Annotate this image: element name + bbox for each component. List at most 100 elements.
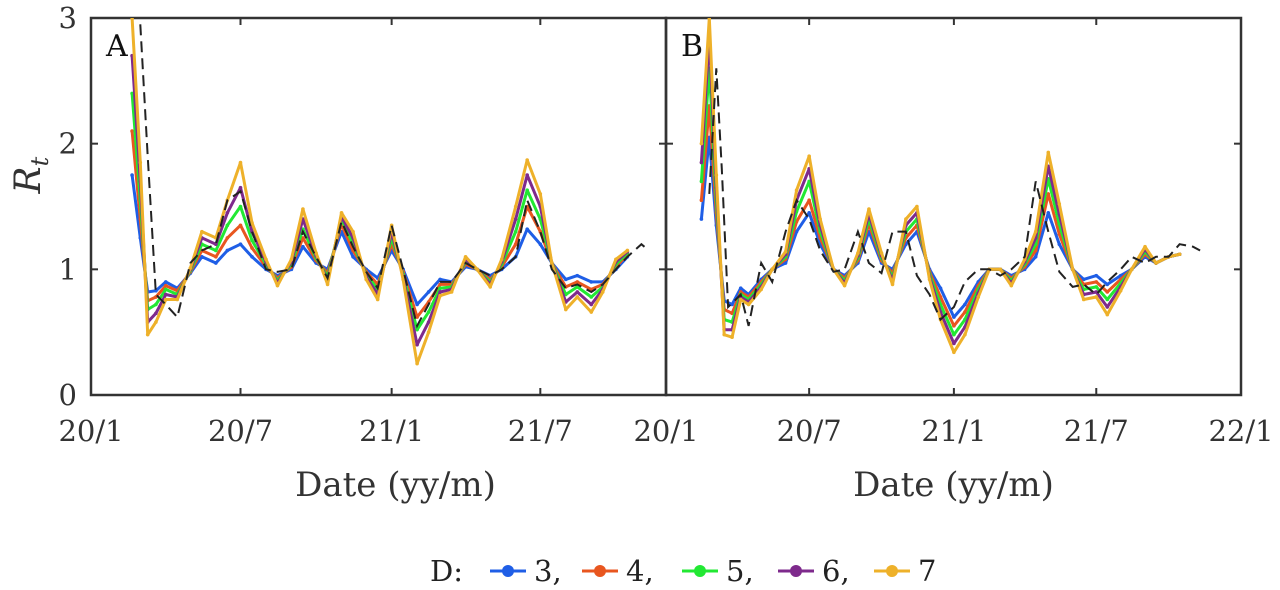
- data-point: [301, 227, 305, 231]
- data-point: [722, 332, 727, 337]
- data-point: [699, 198, 704, 203]
- data-point: [250, 254, 254, 259]
- data-point: [200, 229, 204, 234]
- plot-frame: [664, 16, 1243, 397]
- data-point: [289, 257, 294, 262]
- data-point: [200, 254, 204, 259]
- data-point: [325, 282, 330, 287]
- data-point: [525, 158, 529, 162]
- data-point: [1046, 210, 1051, 215]
- legend-swatch-marker: [886, 565, 898, 577]
- data-point: [145, 332, 150, 337]
- x-tick-label: 21/7: [508, 414, 573, 448]
- data-point: [138, 160, 143, 165]
- data-point: [214, 242, 218, 246]
- data-point: [759, 287, 763, 292]
- data-point: [525, 188, 529, 192]
- data-point: [714, 173, 719, 177]
- data-point: [238, 242, 243, 246]
- data-point: [513, 242, 518, 246]
- data-point: [154, 320, 158, 324]
- data-point: [867, 207, 871, 211]
- x-axis-label: Date (yy/m): [295, 465, 496, 505]
- data-point: [794, 229, 799, 234]
- data-point: [998, 267, 1003, 272]
- data-point: [890, 282, 895, 287]
- data-point: [952, 315, 956, 319]
- data-point: [976, 295, 981, 299]
- data-point: [699, 160, 704, 165]
- data-point: [938, 286, 943, 290]
- data-point: [154, 311, 158, 316]
- data-point: [738, 290, 743, 294]
- legend-item: 5,: [682, 554, 754, 588]
- data-point: [1033, 229, 1038, 234]
- data-point: [538, 242, 543, 246]
- data-point: [163, 297, 168, 302]
- data-point: [438, 277, 442, 282]
- data-point: [794, 188, 799, 192]
- data-point: [963, 317, 967, 322]
- data-point: [600, 290, 605, 294]
- x-tick-label: 21/1: [359, 414, 424, 448]
- data-point: [575, 290, 580, 294]
- data-point: [264, 257, 268, 262]
- data-point: [699, 217, 704, 221]
- data-point: [415, 302, 419, 307]
- data-point: [783, 249, 788, 254]
- legend-item: 6,: [778, 554, 850, 588]
- data-point: [614, 257, 618, 262]
- data-point: [238, 185, 243, 190]
- data-point: [1094, 280, 1099, 284]
- data-point: [1057, 242, 1062, 246]
- data-point: [783, 261, 788, 265]
- data-point: [214, 248, 218, 253]
- data-point: [1081, 277, 1086, 282]
- data-point: [1094, 295, 1099, 299]
- data-point: [375, 297, 380, 302]
- data-point: [214, 254, 218, 259]
- data-point: [339, 210, 344, 215]
- data-point: [1105, 282, 1110, 287]
- data-point: [225, 210, 230, 215]
- data-point: [475, 267, 479, 272]
- data-point: [927, 277, 932, 282]
- data-point: [1033, 248, 1038, 253]
- data-point: [130, 91, 134, 96]
- legend-item: 3,: [490, 554, 562, 588]
- legend-item: 7: [874, 554, 936, 588]
- data-point: [513, 217, 518, 221]
- series-line-7: [130, 18, 629, 366]
- data-point: [1081, 297, 1086, 302]
- data-point: [730, 302, 734, 307]
- data-point: [426, 310, 431, 314]
- data-point: [225, 223, 230, 228]
- data-point: [1118, 288, 1123, 293]
- data-point: [438, 286, 442, 290]
- panel-b: 20/1 20/7 21/1 21/7 22/1 B Date (yy/m): [633, 16, 1274, 505]
- data-point: [1143, 244, 1147, 249]
- data-point: [130, 18, 134, 20]
- y-tick-label: 2: [59, 127, 77, 161]
- data-point: [438, 282, 442, 287]
- data-point: [401, 277, 405, 282]
- data-point: [449, 290, 454, 294]
- data-point: [952, 341, 956, 346]
- data-point: [1057, 202, 1062, 206]
- legend-label: 6,: [822, 554, 850, 588]
- data-point: [550, 261, 554, 265]
- data-point: [426, 330, 431, 334]
- data-point: [513, 229, 518, 234]
- legend-item: 4,: [582, 554, 654, 588]
- data-point: [538, 192, 543, 196]
- data-point: [301, 236, 305, 240]
- data-point: [225, 236, 230, 240]
- series-line-3: [130, 174, 629, 306]
- data-point: [904, 217, 908, 221]
- data-point: [250, 246, 254, 250]
- y-axis-label-main: R: [8, 166, 49, 194]
- y-tick-label: 3: [59, 1, 77, 35]
- data-point: [746, 302, 751, 307]
- data-point: [1046, 150, 1051, 155]
